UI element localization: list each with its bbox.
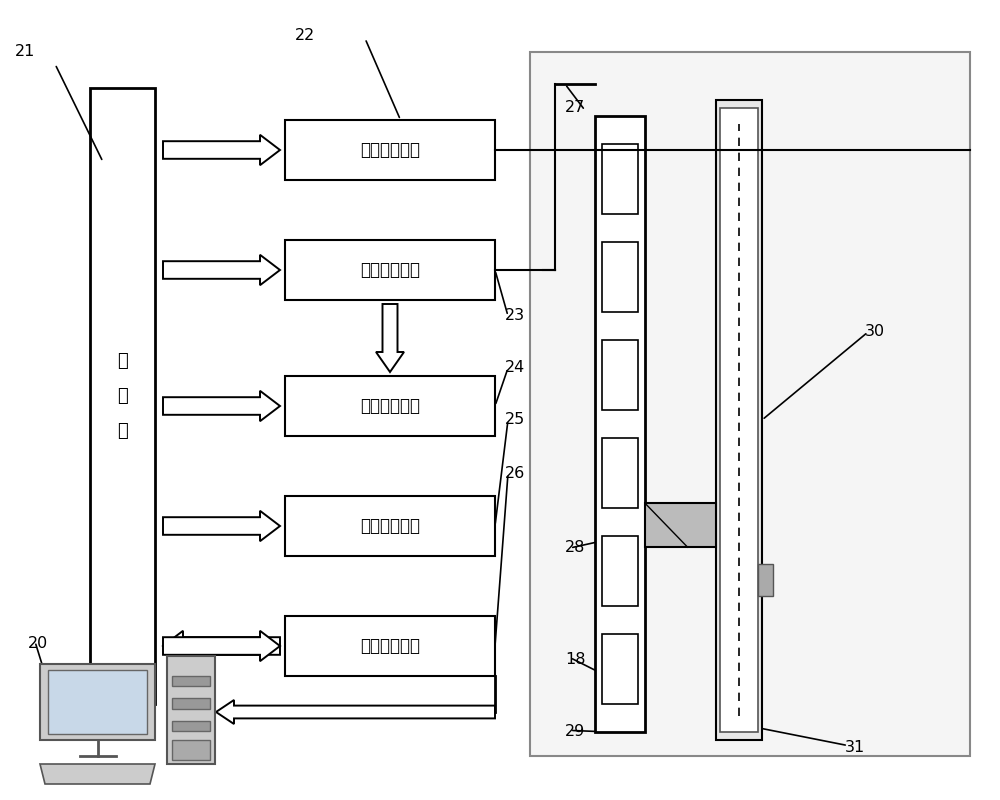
Text: 单
片
机: 单 片 机 bbox=[117, 352, 128, 440]
Text: 21: 21 bbox=[15, 45, 35, 59]
Bar bbox=[40, 664, 155, 740]
Bar bbox=[285, 496, 495, 556]
Bar bbox=[285, 616, 495, 676]
Text: 高频激励模块: 高频激励模块 bbox=[360, 141, 420, 159]
FancyArrow shape bbox=[163, 630, 280, 661]
Bar bbox=[172, 676, 210, 686]
Text: 28: 28 bbox=[565, 541, 585, 555]
Text: 20: 20 bbox=[28, 637, 48, 651]
Text: 多路选择开关: 多路选择开关 bbox=[360, 261, 420, 279]
Bar bbox=[172, 721, 210, 731]
Bar bbox=[285, 376, 495, 436]
FancyArrow shape bbox=[163, 630, 280, 661]
Text: 远传通讯接口: 远传通讯接口 bbox=[360, 637, 420, 655]
Bar bbox=[602, 634, 638, 704]
FancyArrow shape bbox=[376, 304, 404, 372]
FancyArrow shape bbox=[216, 700, 495, 724]
Bar bbox=[720, 108, 758, 732]
Bar bbox=[167, 656, 215, 764]
Text: 23: 23 bbox=[505, 309, 525, 323]
Text: 30: 30 bbox=[865, 325, 885, 339]
Text: 26: 26 bbox=[505, 466, 525, 481]
Bar bbox=[602, 340, 638, 410]
Text: 25: 25 bbox=[505, 413, 525, 427]
Bar bbox=[716, 100, 762, 740]
Bar bbox=[285, 240, 495, 300]
Text: 29: 29 bbox=[565, 725, 585, 739]
Text: 22: 22 bbox=[295, 29, 315, 43]
Bar bbox=[602, 438, 638, 508]
Bar bbox=[530, 52, 970, 756]
Bar bbox=[758, 564, 773, 596]
Bar bbox=[602, 144, 638, 214]
Bar bbox=[172, 740, 210, 760]
FancyArrow shape bbox=[163, 391, 280, 421]
Bar bbox=[602, 242, 638, 312]
Bar bbox=[285, 120, 495, 180]
Bar bbox=[90, 88, 155, 704]
Text: 27: 27 bbox=[565, 101, 585, 115]
FancyArrow shape bbox=[163, 511, 280, 542]
Text: 电容测量模块: 电容测量模块 bbox=[360, 397, 420, 415]
Text: 31: 31 bbox=[845, 741, 865, 755]
Bar bbox=[602, 536, 638, 606]
Text: 24: 24 bbox=[505, 361, 525, 375]
Bar bbox=[645, 503, 716, 547]
Bar bbox=[48, 670, 147, 734]
Bar bbox=[172, 698, 210, 709]
FancyArrow shape bbox=[163, 134, 280, 166]
Text: 就地显示模块: 就地显示模块 bbox=[360, 517, 420, 535]
FancyArrow shape bbox=[163, 254, 280, 286]
Text: 18: 18 bbox=[565, 653, 586, 667]
Bar bbox=[595, 116, 645, 732]
Polygon shape bbox=[40, 764, 155, 784]
